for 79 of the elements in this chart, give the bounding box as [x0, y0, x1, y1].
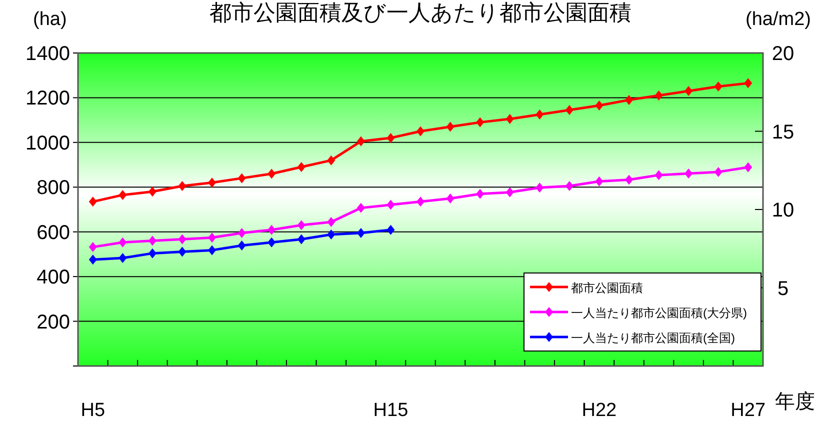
- chart-title: 都市公園面積及び一人あたり都市公園面積: [210, 0, 632, 25]
- point: [446, 194, 454, 204]
- point: [476, 117, 484, 128]
- x-tick-label: H22: [582, 400, 617, 421]
- y-tick-label: 800: [36, 177, 70, 200]
- x-axis-title: 年度: [775, 391, 815, 413]
- point: [416, 196, 424, 207]
- point: [416, 126, 424, 136]
- point: [386, 132, 395, 143]
- legend-label: 一人当たり都市公園面積(大分県): [571, 306, 747, 320]
- point: [178, 246, 186, 257]
- point: [565, 181, 574, 192]
- y2-tick-label: 5: [777, 278, 789, 300]
- point: [327, 155, 336, 166]
- point: [565, 105, 574, 116]
- point: [536, 182, 544, 193]
- point: [624, 174, 633, 185]
- point: [268, 224, 276, 235]
- point: [595, 100, 604, 111]
- point: [238, 173, 246, 184]
- point: [595, 176, 604, 186]
- point: [208, 178, 216, 188]
- point: [148, 236, 156, 246]
- point: [178, 181, 186, 192]
- point: [714, 82, 722, 92]
- point: [118, 237, 127, 248]
- point: [684, 168, 693, 179]
- y-tick-label: 200: [36, 311, 70, 334]
- y-tick-label: 1400: [26, 43, 70, 65]
- y-tick-label: 400: [36, 266, 70, 289]
- point: [654, 90, 663, 100]
- point: [506, 187, 514, 198]
- point: [178, 234, 186, 244]
- legend-label: 都市公園面積: [571, 281, 643, 295]
- point: [476, 188, 484, 199]
- point: [327, 230, 336, 240]
- point: [208, 245, 216, 256]
- point: [536, 109, 544, 120]
- y-axis-title: (ha): [33, 9, 67, 30]
- y-tick-label: 600: [36, 222, 70, 244]
- point: [238, 240, 246, 250]
- point: [88, 242, 97, 252]
- y2-tick-label: 20: [772, 43, 794, 65]
- point: [238, 228, 246, 238]
- y2-tick-label: 10: [772, 200, 794, 222]
- point: [714, 166, 722, 177]
- point: [297, 162, 306, 172]
- x-tick-label: H15: [373, 400, 408, 421]
- point: [297, 234, 306, 244]
- y2-tick-label: 15: [772, 121, 794, 144]
- point: [88, 196, 97, 207]
- point: [446, 122, 454, 132]
- point: [386, 200, 395, 210]
- y2-axis-title: (ha/m2): [746, 9, 811, 30]
- point: [118, 190, 127, 200]
- x-tick-label: H5: [80, 400, 106, 421]
- point: [356, 136, 365, 146]
- point: [268, 168, 276, 179]
- legend-label: 一人当たり都市公園面積(全国): [571, 331, 735, 345]
- x-tick-label: H27: [730, 400, 766, 421]
- y-tick-label: 1200: [26, 88, 70, 110]
- point: [744, 78, 752, 88]
- point: [744, 162, 752, 172]
- point: [327, 217, 336, 228]
- point: [386, 224, 395, 235]
- point: [624, 94, 633, 105]
- y-tick-label: 1000: [26, 132, 70, 154]
- point: [88, 254, 97, 265]
- point: [208, 232, 216, 243]
- point: [506, 114, 514, 124]
- point: [356, 202, 365, 213]
- point: [148, 186, 156, 197]
- point: [684, 86, 693, 96]
- point: [148, 248, 156, 258]
- point: [268, 237, 276, 248]
- point: [118, 253, 127, 264]
- point: [297, 220, 306, 230]
- point: [654, 170, 663, 180]
- point: [356, 228, 365, 238]
